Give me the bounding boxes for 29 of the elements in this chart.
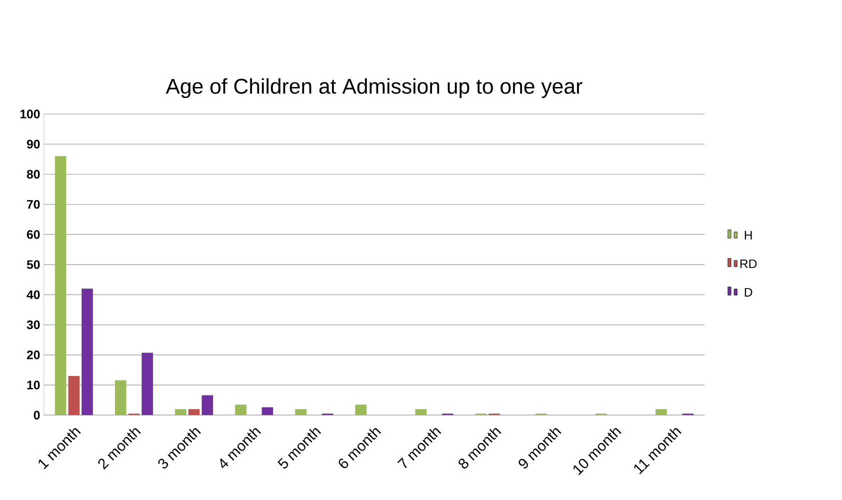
y-tick-label: 20 [26, 350, 40, 360]
y-tick-label: 80 [26, 170, 40, 179]
chart-title: Age of Children at Admission up to one year [166, 78, 582, 98]
y-tick-label: 40 [26, 290, 40, 300]
bar [656, 409, 667, 416]
bar [82, 288, 93, 416]
legend-label: H [744, 231, 752, 240]
y-tick-label: 50 [26, 260, 40, 269]
legend-label: RD [740, 260, 757, 268]
bar [355, 404, 367, 416]
bar [54, 156, 66, 416]
bar [295, 409, 306, 416]
y-tick-label: 10 [27, 380, 40, 390]
bar [68, 376, 80, 416]
bar [262, 407, 274, 416]
bar [188, 409, 200, 416]
y-tick-label: 70 [27, 200, 40, 209]
bar [114, 380, 126, 416]
legend-label: D [744, 288, 752, 297]
bar [235, 404, 246, 416]
bar [415, 409, 427, 416]
y-tick-label: 90 [26, 140, 40, 149]
bar [175, 409, 186, 416]
bar [202, 395, 214, 416]
y-tick-label: 30 [26, 320, 40, 330]
y-tick-label: 60 [26, 230, 40, 239]
y-tick-label: 0 [34, 410, 40, 420]
y-tick-label: 100 [20, 110, 40, 118]
bar [142, 352, 153, 416]
